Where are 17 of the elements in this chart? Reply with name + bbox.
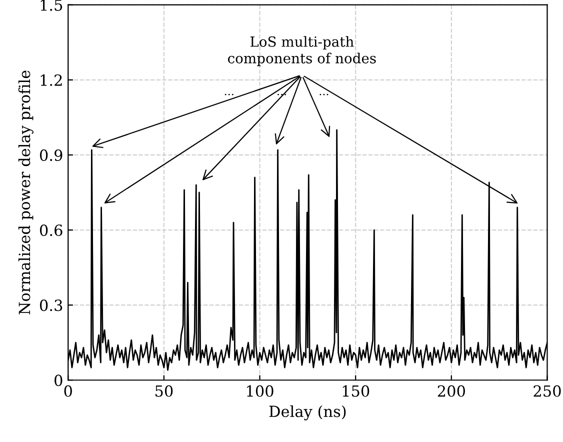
annotation: ...	[224, 94, 234, 96]
annotation: LoS multi-path components of nodes	[228, 36, 376, 66]
x-tick-label: 150	[342, 385, 370, 397]
x-axis-title: Delay (ns)	[269, 405, 346, 420]
x-tick-label: 250	[534, 385, 561, 397]
x-tick-label: 200	[438, 385, 465, 397]
y-axis-title: Normalized power delay profile	[18, 70, 34, 314]
annotation: ...	[320, 94, 328, 96]
x-tick-label: 0	[64, 385, 72, 397]
y-tick-label: 0.6	[40, 224, 62, 236]
x-tick-label: 100	[247, 385, 274, 397]
y-tick-label: 1.2	[40, 74, 62, 86]
y-tick-label: 0	[54, 374, 62, 386]
x-tick-label: 50	[156, 385, 173, 397]
y-tick-label: 0.9	[40, 149, 62, 161]
y-tick-label: 0.3	[40, 300, 62, 312]
annotation: ...	[278, 94, 286, 96]
